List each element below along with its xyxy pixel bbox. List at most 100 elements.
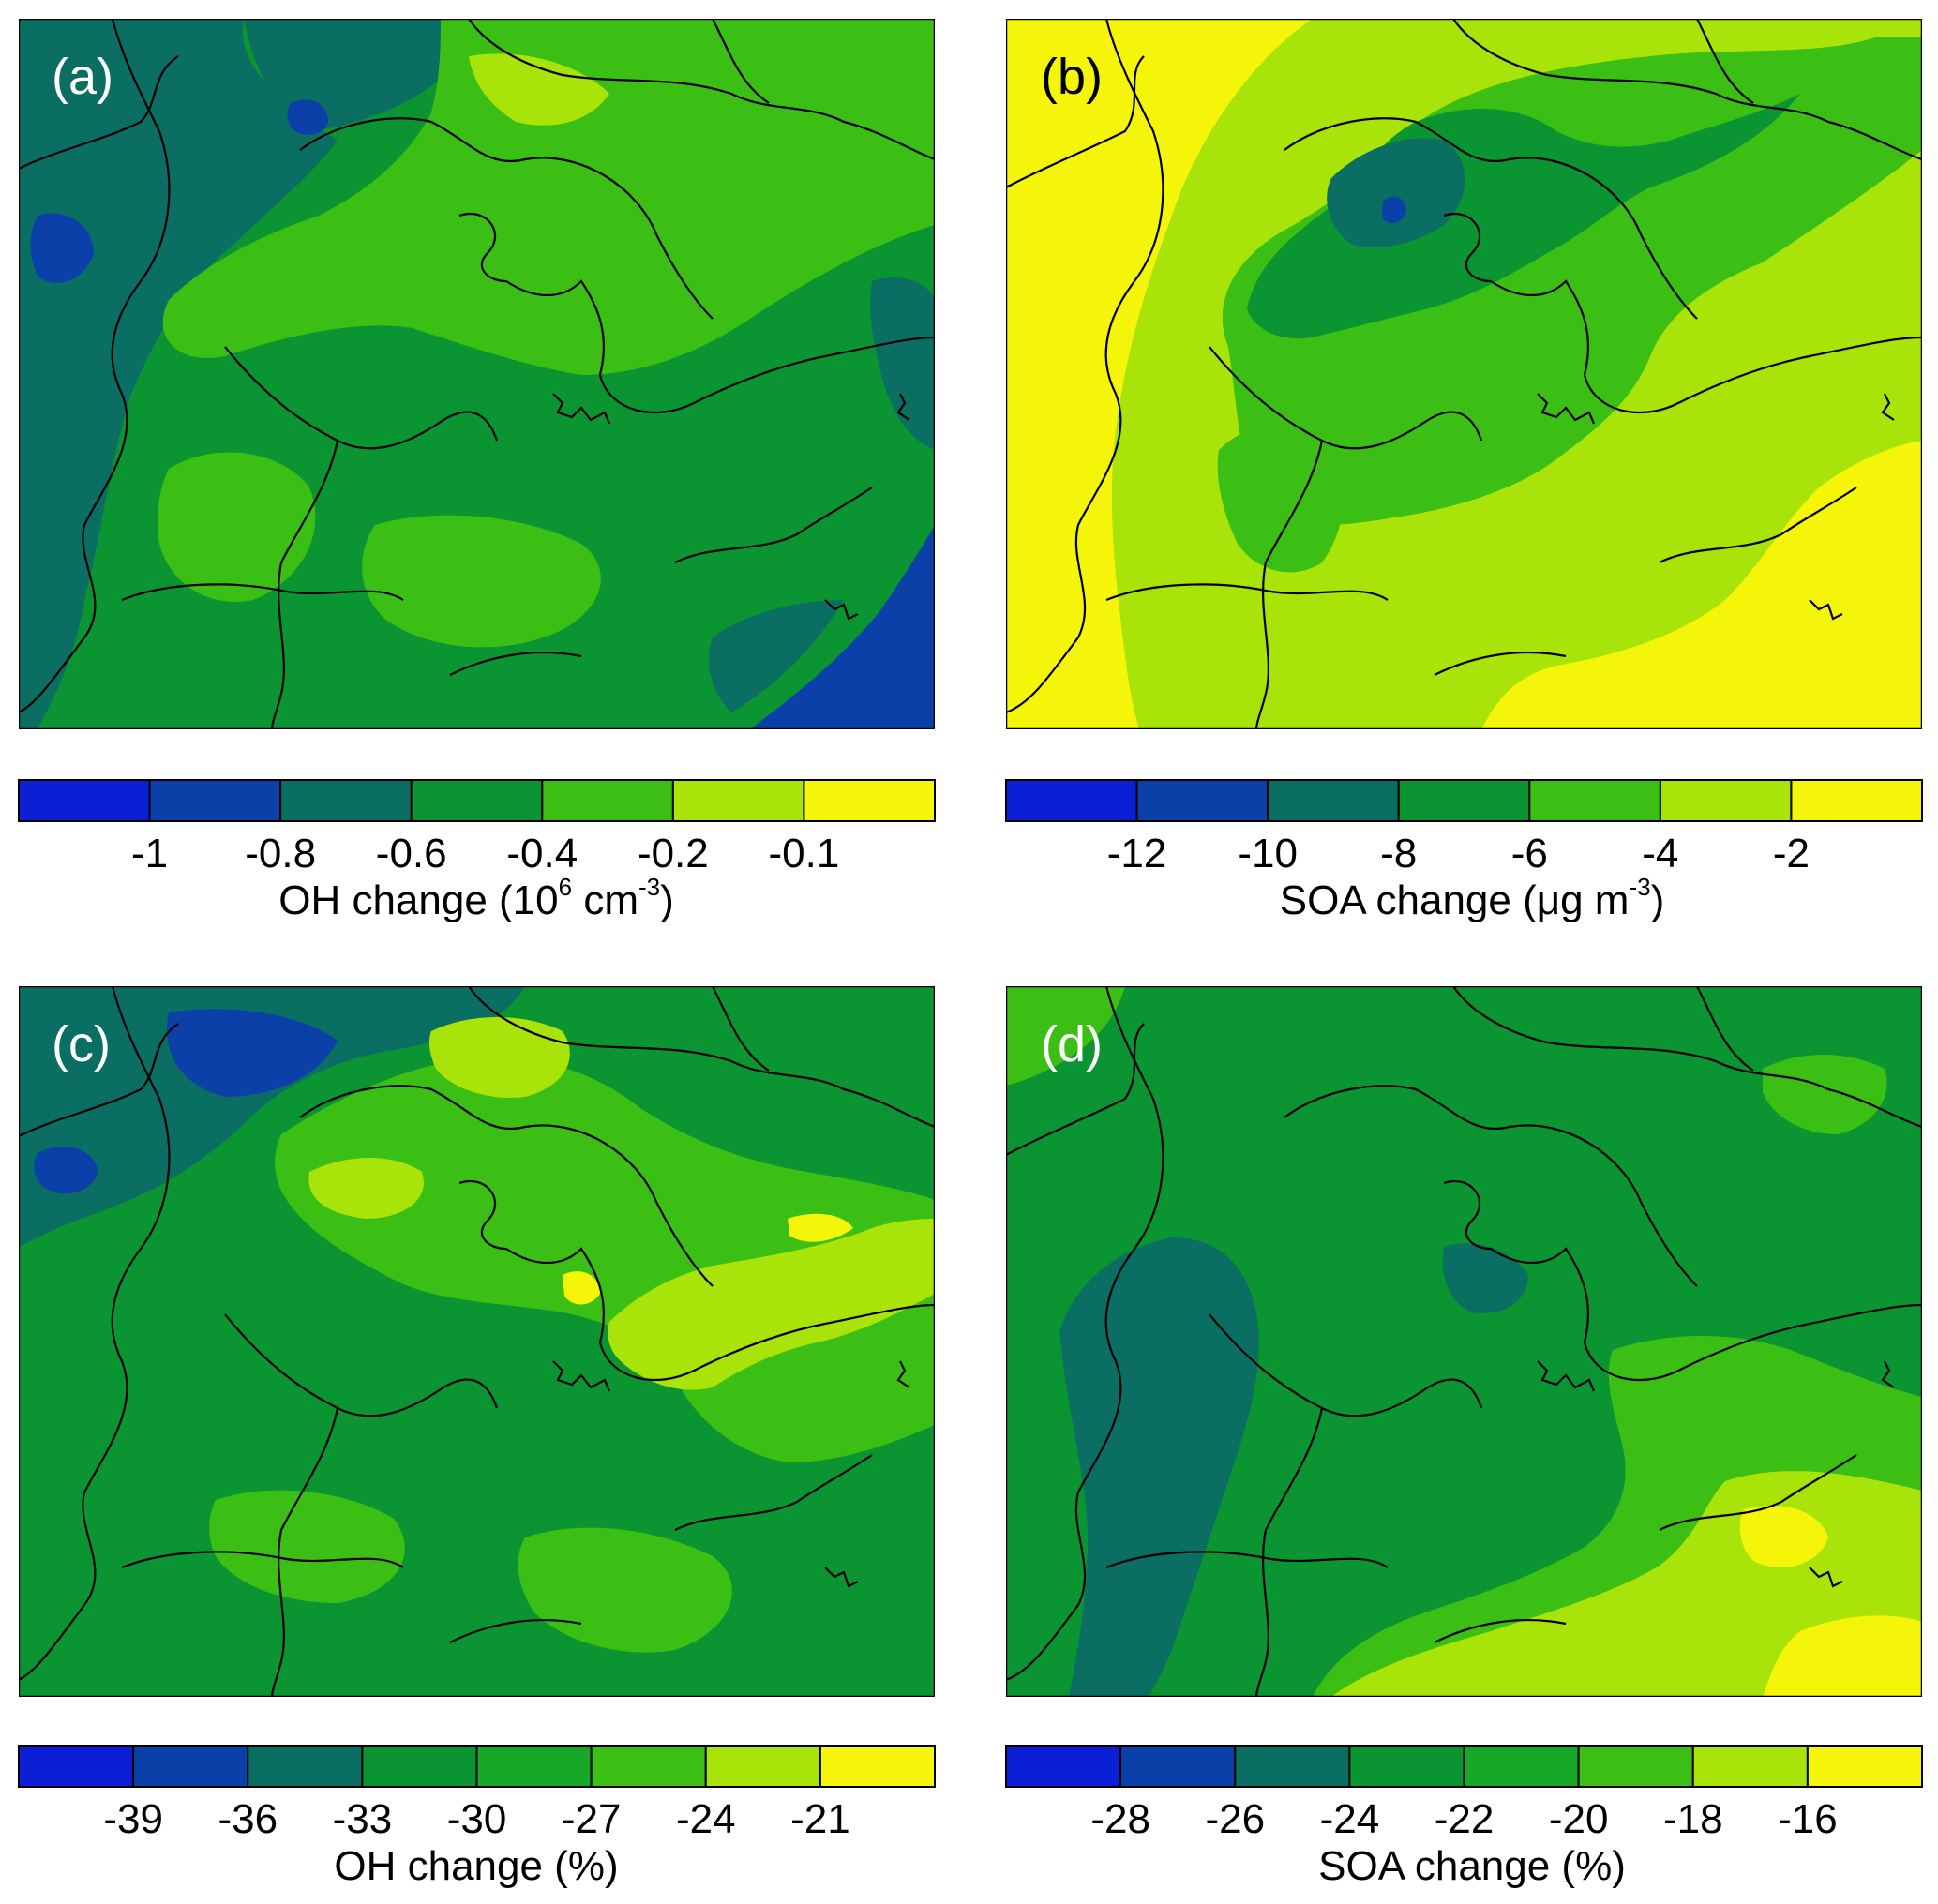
panel-a-label: (a) [52,49,113,105]
panel-c-colorbar-tick-label: -21 [790,1796,850,1842]
panel-c-colorbar-tick-label: -36 [218,1796,278,1842]
panel-b-colorbar-bin [1528,779,1661,822]
panel-b-region-southwest-green [1217,421,1345,573]
panel-d-colorbar-tick-label: -20 [1549,1796,1609,1842]
panel-c-colorbar-tick-label: -30 [447,1796,507,1842]
panel-b-region-center-teal [1327,138,1465,247]
panel-b-label: (b) [1041,49,1103,105]
panel-a-colorbar-tick-label: -0.2 [638,831,709,877]
panel-c-colorbar-bin [18,1745,135,1788]
panel-c-colorbar-tick-label: -33 [333,1796,393,1842]
panel-b-coast [1537,393,1895,621]
panel-a-colorbar-tick-label: -0.8 [245,831,316,877]
panel-d-borders [1006,986,1922,1697]
panel-b-colorbar-tick-label: -10 [1238,831,1298,877]
panel-b-colorbar-bin [1005,779,1138,822]
panel-a-colorbar-bin [541,779,674,822]
panel-b-colorbar-bin [1790,779,1924,822]
panel-d-colorbar-tick-label: -26 [1205,1796,1265,1842]
panel-c-colorbar-bin [361,1745,478,1788]
panel-c-region-west-blue [34,1146,98,1194]
panel-d-colorbar-bin [1691,1745,1809,1788]
panel-d-colorbar-bin [1348,1745,1465,1788]
panel-b-colorbar-tick-label: -12 [1107,831,1167,877]
panel-a-colorbar-bin [671,779,805,822]
panel-d-colorbar-tick-label: -22 [1435,1796,1495,1842]
panel-d-label: (d) [1041,1016,1103,1072]
panel-d-region-northwest-green [1006,986,1125,1086]
panel-b-colorbar-tick-label: -6 [1511,831,1548,877]
panel-c-colorbar: -39 -36 -33 -30 -27 -24 -21 [18,1745,936,1842]
panel-d-region-west-teal [1059,1237,1259,1697]
panel-d-region-southeast-yellow [1739,1506,1828,1567]
panel-a-region-southeast-teal [709,600,844,712]
panel-c-coast [552,1360,910,1588]
panel-d-colorbar-bin [1806,1745,1923,1788]
panel-c-colorbar-bin [819,1745,936,1788]
panel-c-colorbar-bin [132,1745,249,1788]
panel-a-region-southeast-blue [750,525,935,729]
panel-c-region-north-blue [167,1009,338,1097]
panel-a-region-west [19,19,338,729]
panel-d-colorbar-tick-label: -18 [1663,1796,1723,1842]
panel-d-colorbar-bin [1577,1745,1694,1788]
panel-a-colorbar-tick-label: -1 [131,831,168,877]
panel-d-region-south-yellow [1763,1615,1922,1697]
panel-c-region-mid-light [308,1158,424,1219]
panel-c-colorbar-title: OH change (%) [334,1843,618,1889]
panel-c-region-center-yellow [563,1271,600,1305]
panel-c-colorbar-tick-label: -27 [562,1796,622,1842]
panel-c-colorbar-bin [247,1745,364,1788]
panel-c-region-north-light [428,1017,570,1098]
panel-a-colorbar-bin [148,779,282,822]
panel-d-colorbar-bin [1463,1745,1580,1788]
panel-c-borders [19,986,935,1697]
panel-d-colorbar-bin [1234,1745,1351,1788]
panel-d-colorbar-tick-label: -28 [1090,1796,1150,1842]
panel-b-colorbar-title: SOA change (μg m-3) [1280,873,1664,923]
panel-c-colorbar-tick-label: -39 [103,1796,163,1842]
panel-a-borders [19,19,935,729]
panel-c-region-north-teal [19,986,525,1247]
panel-b-borders [1006,19,1922,729]
panel-b-map [1006,19,1922,729]
panel-d-colorbar-tick-label: -16 [1778,1796,1838,1842]
panel-c-colorbar-tick-label: -24 [676,1796,736,1842]
panel-a-region-east-teal [870,277,935,450]
panel-a-map [19,19,935,729]
panel-d-colorbar: -28 -26 -24 -22 -20 -18 -16 [1005,1745,1923,1842]
panel-d-region-northeast-green [1763,1055,1887,1134]
panel-a-colorbar: -1 -0.8 -0.6 -0.4 -0.2 -0.1 [18,779,937,877]
panel-c-colorbar-bin [704,1745,821,1788]
panel-d-colorbar-title: SOA change (%) [1318,1843,1626,1889]
panel-c-region-south-green [209,1490,405,1603]
panel-d-region-center-teal [1442,1243,1528,1313]
panel-a-colorbar-tick-label: -0.1 [769,831,840,877]
panel-b-colorbar-tick-label: -8 [1380,831,1417,877]
panel-a-colorbar-bin [279,779,413,822]
panel-a-colorbar-bin [410,779,544,822]
panel-c-region-belt-light [608,1219,935,1390]
panel-c-region-east-yellow [788,1213,853,1242]
panel-b-region-southeast-yellow [1481,441,1922,729]
panel-d-map [1006,986,1922,1697]
panel-a-region-south-light [362,515,601,648]
panel-a-colorbar-tick-label: -0.6 [376,831,447,877]
panel-d-coast [1537,1360,1895,1588]
panel-b-colorbar-bin [1659,779,1793,822]
panel-c-region-belt-green [275,1057,935,1462]
panel-a-colorbar-tick-label: -0.4 [506,831,578,877]
panel-c-colorbar-bin [475,1745,593,1788]
panel-c-label: (c) [52,1016,111,1072]
panel-b-region-west-yellow [1006,19,1313,729]
panel-b-colorbar-tick-label: -4 [1642,831,1678,877]
panel-d-colorbar-tick-label: -24 [1320,1796,1380,1842]
panel-a-coast [552,393,910,621]
panel-a-colorbar-bin [18,779,151,822]
panel-d-colorbar-bin [1005,1745,1122,1788]
panel-c-map [19,986,935,1697]
panel-a-colorbar-title: OH change (106 cm-3) [278,873,674,923]
panel-b-colorbar-tick-label: -2 [1773,831,1810,877]
panel-c-colorbar-bin [590,1745,707,1788]
